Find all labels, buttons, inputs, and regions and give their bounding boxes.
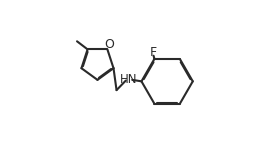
- Text: O: O: [104, 38, 114, 51]
- Text: F: F: [150, 46, 157, 59]
- Text: HN: HN: [120, 73, 138, 86]
